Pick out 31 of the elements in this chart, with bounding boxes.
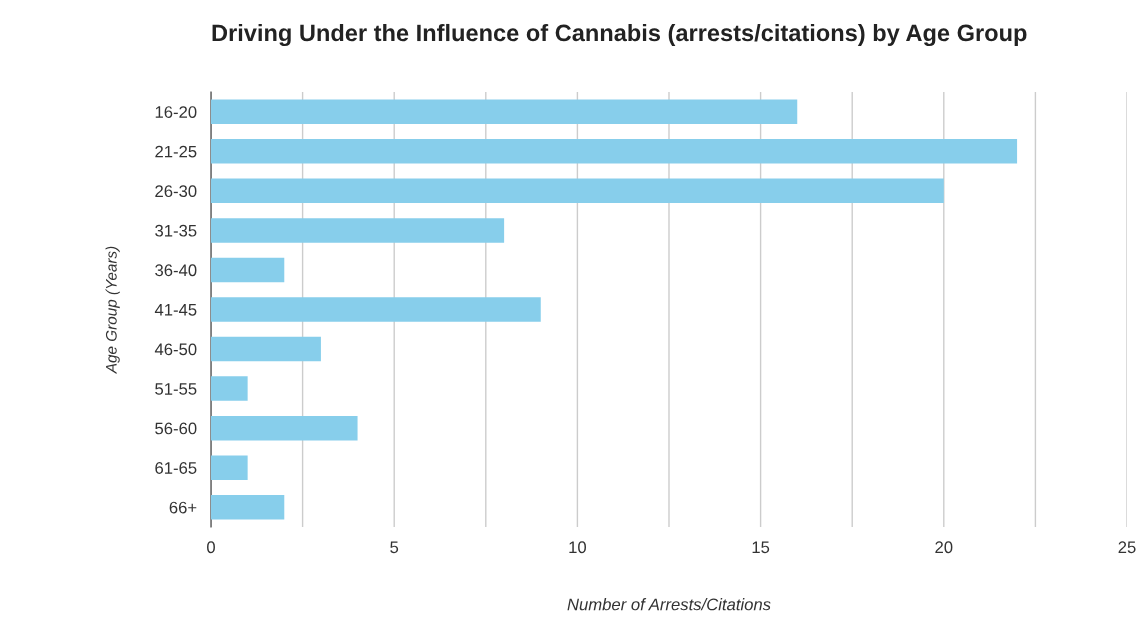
y-tick-label: 46-50: [154, 343, 197, 356]
bar: [211, 376, 248, 401]
bar: [211, 415, 358, 441]
y-tick-label: 66+: [169, 501, 197, 514]
bar: [211, 455, 248, 480]
bar: [211, 218, 505, 243]
bar: [211, 336, 321, 362]
y-tick-label: 56-60: [155, 422, 197, 435]
x-tick-label: 5: [390, 541, 399, 554]
y-tick-label: 31-35: [155, 224, 197, 237]
bar: [211, 139, 1018, 164]
y-tick-label: 51-55: [155, 383, 197, 395]
x-axis-title: Number of Arrests/Citations: [567, 598, 771, 611]
x-tick-label: 20: [935, 541, 953, 554]
bar: [211, 494, 285, 520]
x-tick-label: 10: [569, 541, 587, 554]
x-tick-label: 15: [752, 541, 770, 554]
y-tick-label: 61-65: [155, 462, 197, 474]
y-tick-label: 16-20: [155, 106, 197, 118]
y-tick-label: 36-40: [155, 264, 197, 277]
x-tick-label: 0: [207, 541, 215, 554]
bar: [211, 257, 285, 283]
x-tick-label: 25: [1118, 541, 1136, 554]
y-axis-title: Age Group (Years): [105, 246, 120, 374]
y-tick-label: 26-30: [155, 185, 197, 198]
bar: [211, 297, 541, 322]
bar: [211, 99, 798, 125]
bar: [211, 178, 944, 204]
y-tick-label: 41-45: [154, 304, 197, 316]
chart-title: Driving Under the Influence of Cannabis (arrests/citations) by Age Group: [212, 23, 1027, 47]
y-tick-label: 21-25: [155, 145, 197, 158]
